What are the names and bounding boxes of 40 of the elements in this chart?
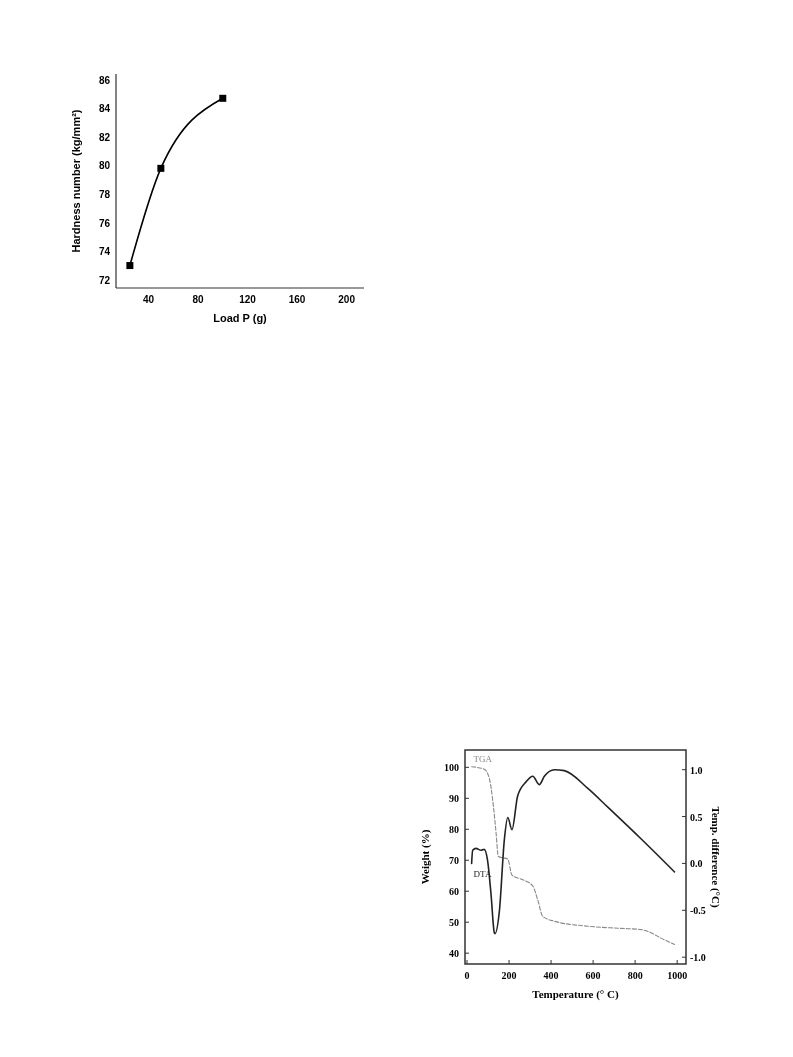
- x-tick-label: 80: [192, 294, 205, 305]
- x-tick-label: 1000: [667, 970, 688, 981]
- x-tick-label: 160: [288, 294, 306, 305]
- y-axis-title: Hardness number (kg/mm²): [70, 109, 82, 253]
- y-tick-label: 84: [98, 103, 111, 115]
- x-tick-label: 200: [501, 970, 517, 981]
- y-tick-label: 70: [449, 855, 459, 867]
- x-tick-label: 800: [627, 970, 643, 981]
- y-tick-label: 80: [449, 824, 459, 836]
- y-axis-title: Weight (%): [419, 829, 432, 885]
- x-tick-label: 40: [142, 294, 155, 305]
- y2-tick-label: -0.5: [690, 905, 706, 917]
- y-tick-label: 100: [444, 762, 459, 774]
- y-tick-label: 80: [98, 160, 111, 172]
- y-tick-label: 90: [449, 793, 459, 805]
- y2-tick-label: 1.0: [690, 764, 703, 776]
- y-tick-label: 40: [449, 948, 459, 960]
- y-tick-label: 74: [98, 246, 111, 258]
- y-tick-label: 78: [98, 189, 111, 201]
- y2-tick-label: -1.0: [690, 952, 706, 964]
- y-tick-label: 50: [449, 917, 459, 929]
- x-tick-label: 600: [585, 970, 601, 981]
- series-label: TGA: [473, 753, 493, 764]
- point: [157, 164, 165, 172]
- x-tick-label: 400: [543, 970, 559, 981]
- x-axis-title: Load P (g): [213, 312, 268, 324]
- x-tick-label: 0: [464, 970, 470, 981]
- y-tick-label: 82: [98, 131, 111, 143]
- point: [126, 262, 134, 270]
- y-tick-label: 72: [98, 274, 111, 286]
- y-tick-label: 86: [98, 74, 111, 86]
- x-tick-label: 120: [239, 294, 257, 305]
- y2-tick-label: 0.5: [690, 811, 703, 823]
- x-axis-title: Temperature (° C): [532, 988, 619, 1001]
- y-tick-label: 60: [449, 886, 459, 898]
- y2-tick-label: 0.0: [690, 858, 703, 870]
- y2-axis-title: Temp. difference (°C): [709, 806, 722, 908]
- point: [219, 94, 227, 102]
- x-tick-label: 200: [338, 294, 356, 305]
- y-tick-label: 76: [98, 217, 111, 229]
